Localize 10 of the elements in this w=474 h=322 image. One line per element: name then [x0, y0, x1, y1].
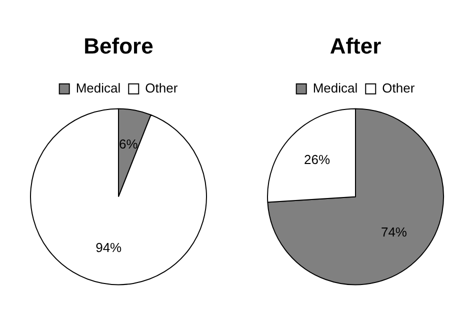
legend-label: Other	[145, 80, 178, 96]
legend-label: Medical	[312, 80, 358, 96]
data-label: 74%	[380, 224, 408, 240]
chart-title: Before	[84, 33, 154, 58]
data-label: 26%	[304, 152, 330, 168]
legend-label: Medical	[76, 80, 121, 96]
chart-title: After	[330, 33, 382, 58]
data-label: 94%	[96, 240, 122, 256]
legend-label: Other	[382, 80, 416, 96]
data-label: 6%	[118, 136, 138, 152]
